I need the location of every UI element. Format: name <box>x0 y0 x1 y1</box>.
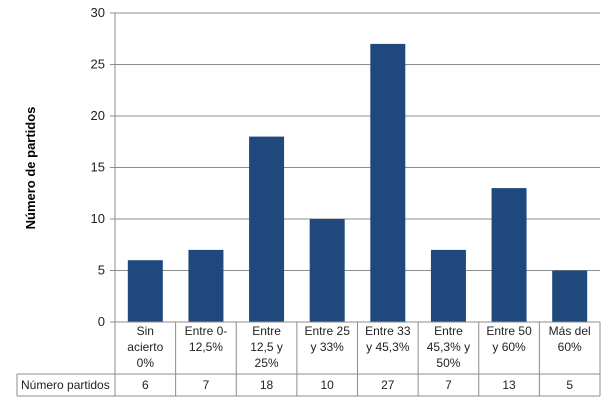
table-value: 6 <box>142 378 149 392</box>
category-label: Entre 33 y 45,3% <box>365 324 411 354</box>
y-tick-label: 0 <box>98 314 105 329</box>
category-label: Más del 60% <box>549 324 591 354</box>
bar <box>491 188 527 322</box>
bar <box>127 260 163 322</box>
bar <box>430 249 466 322</box>
bar <box>309 219 345 322</box>
table-series-name: Número partidos <box>21 378 110 392</box>
category-label: Entre 12,5 y 25% <box>250 324 283 370</box>
axes <box>16 13 601 397</box>
table-value: 7 <box>445 378 452 392</box>
y-tick-label: 10 <box>91 211 105 226</box>
bars <box>127 43 588 323</box>
bar <box>370 43 406 323</box>
category-labels: Sin acierto 0% Entre 0-12,5% Entre 12,5 y 25% E… <box>127 324 590 370</box>
y-axis-tick-labels: 0 5 10 15 20 25 30 <box>91 5 105 329</box>
y-axis-label: Número de partidos <box>23 107 38 230</box>
y-tick-label: 25 <box>91 57 105 72</box>
table-value: 18 <box>260 378 274 392</box>
table-value: 13 <box>502 378 516 392</box>
data-table: Número partidos 6 7 18 10 27 7 13 5 <box>21 378 573 392</box>
table-value: 10 <box>321 378 335 392</box>
category-label: Entre 25 y 33% <box>305 324 351 354</box>
table-value: 5 <box>566 378 573 392</box>
category-label: Entre 50 y 60% <box>486 324 532 354</box>
category-label: Sin acierto 0% <box>127 324 163 370</box>
y-tick-label: 15 <box>91 160 105 175</box>
bar <box>249 136 285 322</box>
bar <box>188 249 224 322</box>
category-label: Entre 0-12,5% <box>185 324 228 354</box>
y-tick-label: 30 <box>91 5 105 20</box>
y-tick-label: 20 <box>91 108 105 123</box>
table-value: 7 <box>203 378 210 392</box>
y-tick-label: 5 <box>98 263 105 278</box>
table-value: 27 <box>381 378 395 392</box>
category-label: Entre 45,3% y 50% <box>427 324 470 370</box>
bar <box>552 270 588 322</box>
